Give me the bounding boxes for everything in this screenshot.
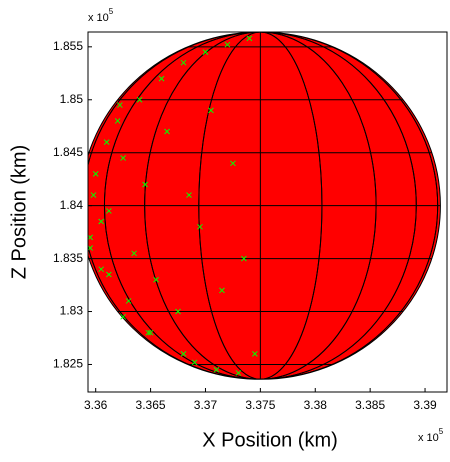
marker <box>153 276 159 283</box>
marker <box>180 59 187 66</box>
y-tick-label: 1.825 <box>53 357 83 371</box>
x-tick-label: 3.38 <box>304 398 328 412</box>
x-tick-label: 3.36 <box>84 398 108 412</box>
marker <box>186 192 192 198</box>
x-tick-label: 3.365 <box>136 398 166 412</box>
marker <box>120 313 126 320</box>
axes-box <box>87 31 448 393</box>
x-tick-label: 3.39 <box>413 398 437 412</box>
marker <box>147 329 154 336</box>
marker <box>235 370 242 376</box>
y-tick-label: 1.83 <box>60 304 84 318</box>
marker <box>175 308 181 315</box>
marker <box>136 96 143 103</box>
multiplier-base: x 10 <box>418 432 439 444</box>
marker <box>103 139 110 145</box>
y-tick-label: 1.84 <box>60 198 84 212</box>
multiplier-exponent: 5 <box>439 427 444 436</box>
marker <box>246 35 253 42</box>
x-tick-label: 3.375 <box>245 398 275 412</box>
marker <box>180 351 187 357</box>
y-multiplier: x 105 <box>88 7 114 24</box>
marker <box>114 118 121 124</box>
marker <box>191 359 198 366</box>
marker <box>224 41 231 48</box>
marker <box>92 171 99 177</box>
marker <box>208 107 214 114</box>
marker <box>106 208 112 214</box>
marker <box>125 298 132 304</box>
x-tick-label: 3.37 <box>194 398 218 412</box>
multiplier-base: x 10 <box>88 12 109 24</box>
x-multiplier: x 105 <box>418 427 444 444</box>
multiplier-exponent: 5 <box>109 7 114 16</box>
marker <box>213 366 220 373</box>
marker <box>202 49 209 55</box>
marker <box>82 177 87 182</box>
marker <box>158 75 165 82</box>
x-tick-label: 3.385 <box>355 398 385 412</box>
marker <box>90 192 97 198</box>
marker <box>145 329 152 336</box>
marker <box>88 245 94 251</box>
y-tick-label: 1.835 <box>53 251 83 265</box>
marker <box>241 255 247 262</box>
marker <box>106 271 112 278</box>
x-axis-label: X Position (km) <box>202 429 338 451</box>
y-tick-label: 1.855 <box>53 39 83 53</box>
y-axis-label: Z Position (km) <box>8 145 30 279</box>
marker <box>116 102 123 108</box>
marker <box>219 287 225 294</box>
marker <box>98 218 105 225</box>
marker <box>142 181 148 188</box>
marker <box>98 266 105 273</box>
marker <box>197 223 203 230</box>
plot-area <box>82 32 441 380</box>
sphere-mesh <box>88 32 441 380</box>
y-tick-label: 1.85 <box>60 92 84 106</box>
y-tick-label: 1.845 <box>53 145 83 159</box>
marker <box>230 160 236 167</box>
marker <box>252 351 258 357</box>
marker <box>120 155 126 161</box>
marker <box>131 250 137 257</box>
marker <box>88 234 94 241</box>
marker <box>164 128 170 135</box>
